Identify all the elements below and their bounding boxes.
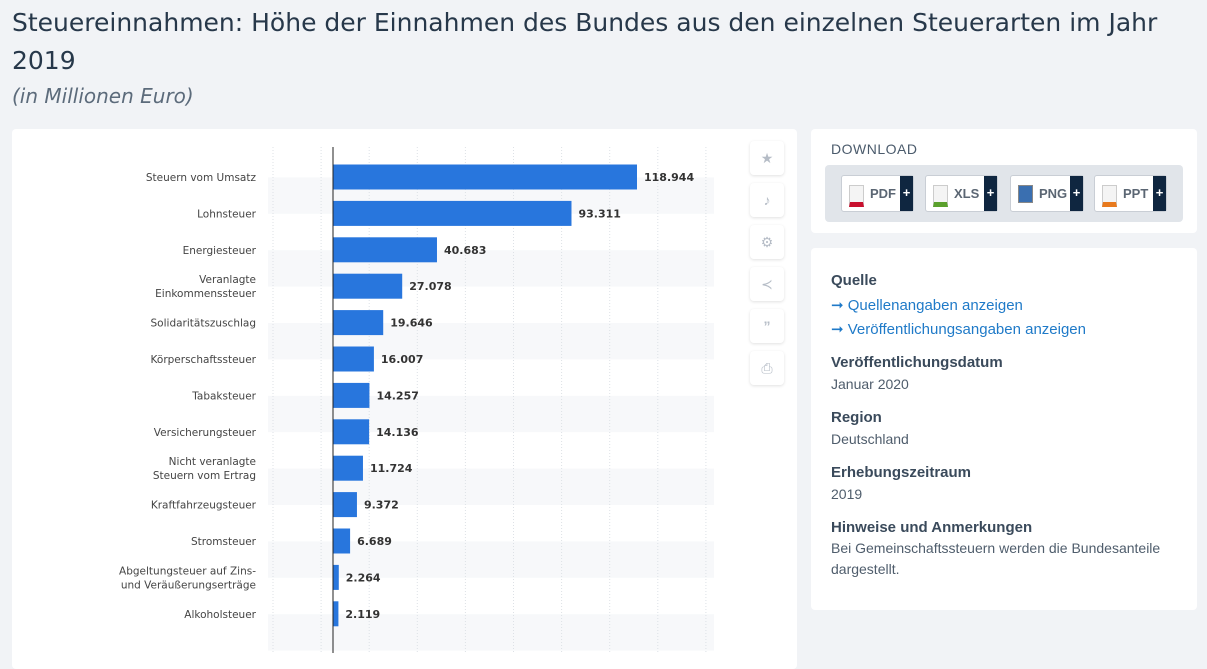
category-label: Abgeltungsteuer auf Zins- — [119, 565, 256, 577]
region-value: Deutschland — [831, 431, 909, 447]
page-title: Steuereinnahmen: Höhe der Einnahmen des … — [12, 8, 1158, 75]
value-label: 93.311 — [578, 207, 620, 220]
category-label: Alkoholsteuer — [184, 609, 256, 621]
value-label: 2.264 — [346, 571, 381, 584]
bar — [333, 382, 370, 408]
notes-value: Bei Gemeinschaftssteuern werden die Bund… — [831, 540, 1161, 577]
category-label: Kraftfahrzeugsteuer — [151, 500, 257, 512]
xls-icon — [933, 185, 948, 207]
plus-icon[interactable]: + — [900, 176, 913, 211]
bar — [333, 273, 403, 299]
category-label: Veranlagte — [199, 274, 256, 286]
category-label: Stromsteuer — [191, 536, 257, 548]
category-label: und Veräußerungserträge — [121, 579, 256, 591]
value-label: 16.007 — [381, 353, 423, 366]
pdf-icon — [849, 185, 864, 207]
download-title: DOWNLOAD — [831, 141, 918, 157]
category-label: Steuern vom Ertrag — [153, 470, 256, 482]
bar — [333, 237, 437, 263]
bar — [333, 492, 357, 518]
chart-card: 118.944 Steuern vom Umsatz 93.311 Lohnsteue… — [12, 129, 797, 669]
category-label: Tabaksteuer — [191, 390, 256, 402]
category-label: Steuern vom Umsatz — [146, 172, 257, 184]
ppt-icon — [1102, 185, 1117, 207]
download-pdf-button[interactable]: PDF + — [841, 175, 914, 212]
page-subtitle: (in Millionen Euro) — [12, 84, 194, 108]
period-value: 2019 — [831, 486, 863, 502]
category-label: Solidaritätszuschlag — [151, 318, 256, 330]
plus-icon[interactable]: + — [1153, 176, 1166, 211]
value-label: 2.119 — [345, 608, 380, 621]
value-label: 6.689 — [357, 535, 392, 548]
notes-heading: Hinweise und Anmerkungen — [831, 519, 1033, 536]
bar — [333, 310, 384, 336]
value-label: 27.078 — [409, 280, 451, 293]
download-png-button[interactable]: PNG + — [1010, 175, 1084, 212]
bar — [333, 200, 572, 226]
star-icon[interactable]: ★ — [750, 141, 784, 175]
bar — [333, 455, 363, 481]
bar — [333, 528, 351, 554]
category-label: Nicht veranlagte — [169, 456, 256, 468]
category-label: Lohnsteuer — [197, 208, 257, 220]
value-label: 118.944 — [644, 171, 694, 184]
plus-icon[interactable]: + — [1070, 176, 1083, 211]
date-value: Januar 2020 — [831, 376, 909, 392]
region-heading: Region — [831, 409, 882, 426]
bar — [333, 164, 637, 190]
bell-icon[interactable]: ♪ — [750, 183, 784, 217]
category-label: Energiesteuer — [183, 245, 257, 257]
date-heading: Veröffentlichungsdatum — [831, 354, 1003, 371]
category-label: Versicherungsteuer — [154, 427, 257, 439]
info-card: Quelle ➞ Quellenangaben anzeigen ➞ Veröf… — [811, 248, 1197, 610]
period-heading: Erhebungszeitraum — [831, 464, 972, 481]
gear-icon[interactable]: ⚙ — [750, 225, 784, 259]
share-icon[interactable]: ≺ — [750, 267, 784, 301]
category-label: Körperschaftssteuer — [151, 354, 257, 366]
source-link[interactable]: ➞ Quellenangaben anzeigen — [831, 297, 1023, 314]
plus-icon[interactable]: + — [984, 176, 997, 211]
png-icon — [1018, 185, 1033, 203]
value-label: 40.683 — [444, 244, 486, 257]
value-label: 19.646 — [390, 317, 433, 330]
value-label: 14.257 — [376, 389, 418, 402]
row-band — [268, 614, 714, 651]
quote-icon[interactable]: ” — [750, 309, 784, 343]
value-label: 9.372 — [364, 499, 399, 512]
publication-link[interactable]: ➞ Veröffentlichungsangaben anzeigen — [831, 321, 1086, 338]
print-icon[interactable]: ⎙ — [750, 351, 784, 385]
value-label: 11.724 — [370, 462, 413, 475]
bar — [333, 346, 374, 372]
bar — [333, 601, 339, 627]
value-label: 14.136 — [376, 426, 419, 439]
bar-chart: 118.944 Steuern vom Umsatz 93.311 Lohnsteue… — [119, 147, 714, 653]
source-heading: Quelle — [831, 272, 877, 289]
download-buttons: PDF + XLS + PNG + PPT + — [825, 165, 1183, 222]
bar — [333, 419, 370, 445]
bar — [333, 564, 339, 590]
download-xls-button[interactable]: XLS + — [925, 175, 998, 212]
download-card: DOWNLOAD PDF + XLS + PNG + PPT + — [811, 129, 1197, 233]
download-ppt-button[interactable]: PPT + — [1094, 175, 1167, 212]
category-label: Einkommenssteuer — [155, 288, 257, 300]
